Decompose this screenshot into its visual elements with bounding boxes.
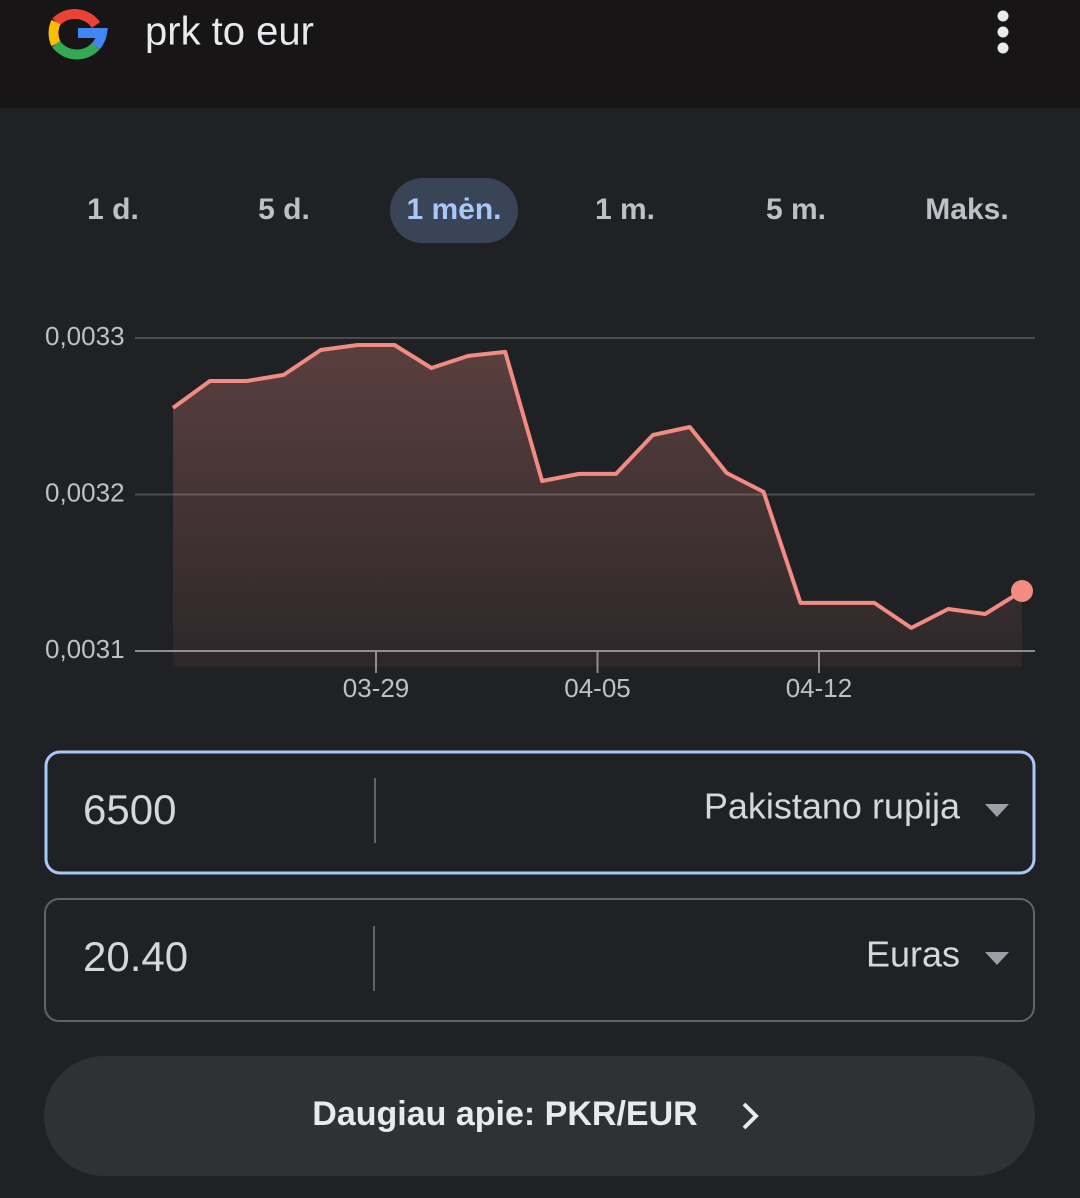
more-button-label[interactable]: Daugiau apie: PKR/EUR	[312, 1095, 697, 1133]
end-point	[1011, 580, 1033, 603]
range-tab[interactable]: 5 d.	[258, 193, 310, 226]
x-tick-label: 04-05	[564, 673, 631, 703]
dropdown-arrow[interactable]	[985, 952, 1009, 965]
menu-button[interactable]	[997, 10, 1009, 54]
dropdown-arrow[interactable]	[985, 804, 1009, 817]
y-tick-label: 0,0033	[45, 321, 125, 351]
x-tick-label: 03-29	[343, 673, 410, 703]
search-query[interactable]: prk to eur	[145, 10, 314, 54]
y-tick-label: 0,0031	[45, 634, 125, 664]
area	[173, 345, 1022, 667]
from-input[interactable]	[44, 750, 1036, 875]
range-tab[interactable]: 5 m.	[766, 193, 826, 226]
from-currency[interactable]: Pakistano rupija	[704, 786, 961, 827]
line	[171, 343, 1024, 630]
header	[0, 0, 1080, 108]
range-tab-selected[interactable]	[390, 178, 518, 243]
more-button[interactable]	[44, 1056, 1035, 1176]
to-input[interactable]	[44, 898, 1035, 1022]
range-tab[interactable]: Maks.	[925, 193, 1008, 226]
range-tab[interactable]: 1 mėn.	[406, 193, 501, 226]
google-logo	[48, 9, 108, 60]
y-tick-label: 0,0032	[45, 477, 125, 507]
chevron-icon	[742, 1102, 759, 1130]
to-currency[interactable]: Euras	[866, 934, 960, 975]
x-tick-label: 04-12	[786, 673, 853, 703]
from-amount[interactable]: 6500	[83, 786, 176, 833]
to-amount[interactable]: 20.40	[83, 933, 188, 980]
range-tab[interactable]: 1 d.	[87, 193, 139, 226]
range-tab[interactable]: 1 m.	[595, 193, 655, 226]
